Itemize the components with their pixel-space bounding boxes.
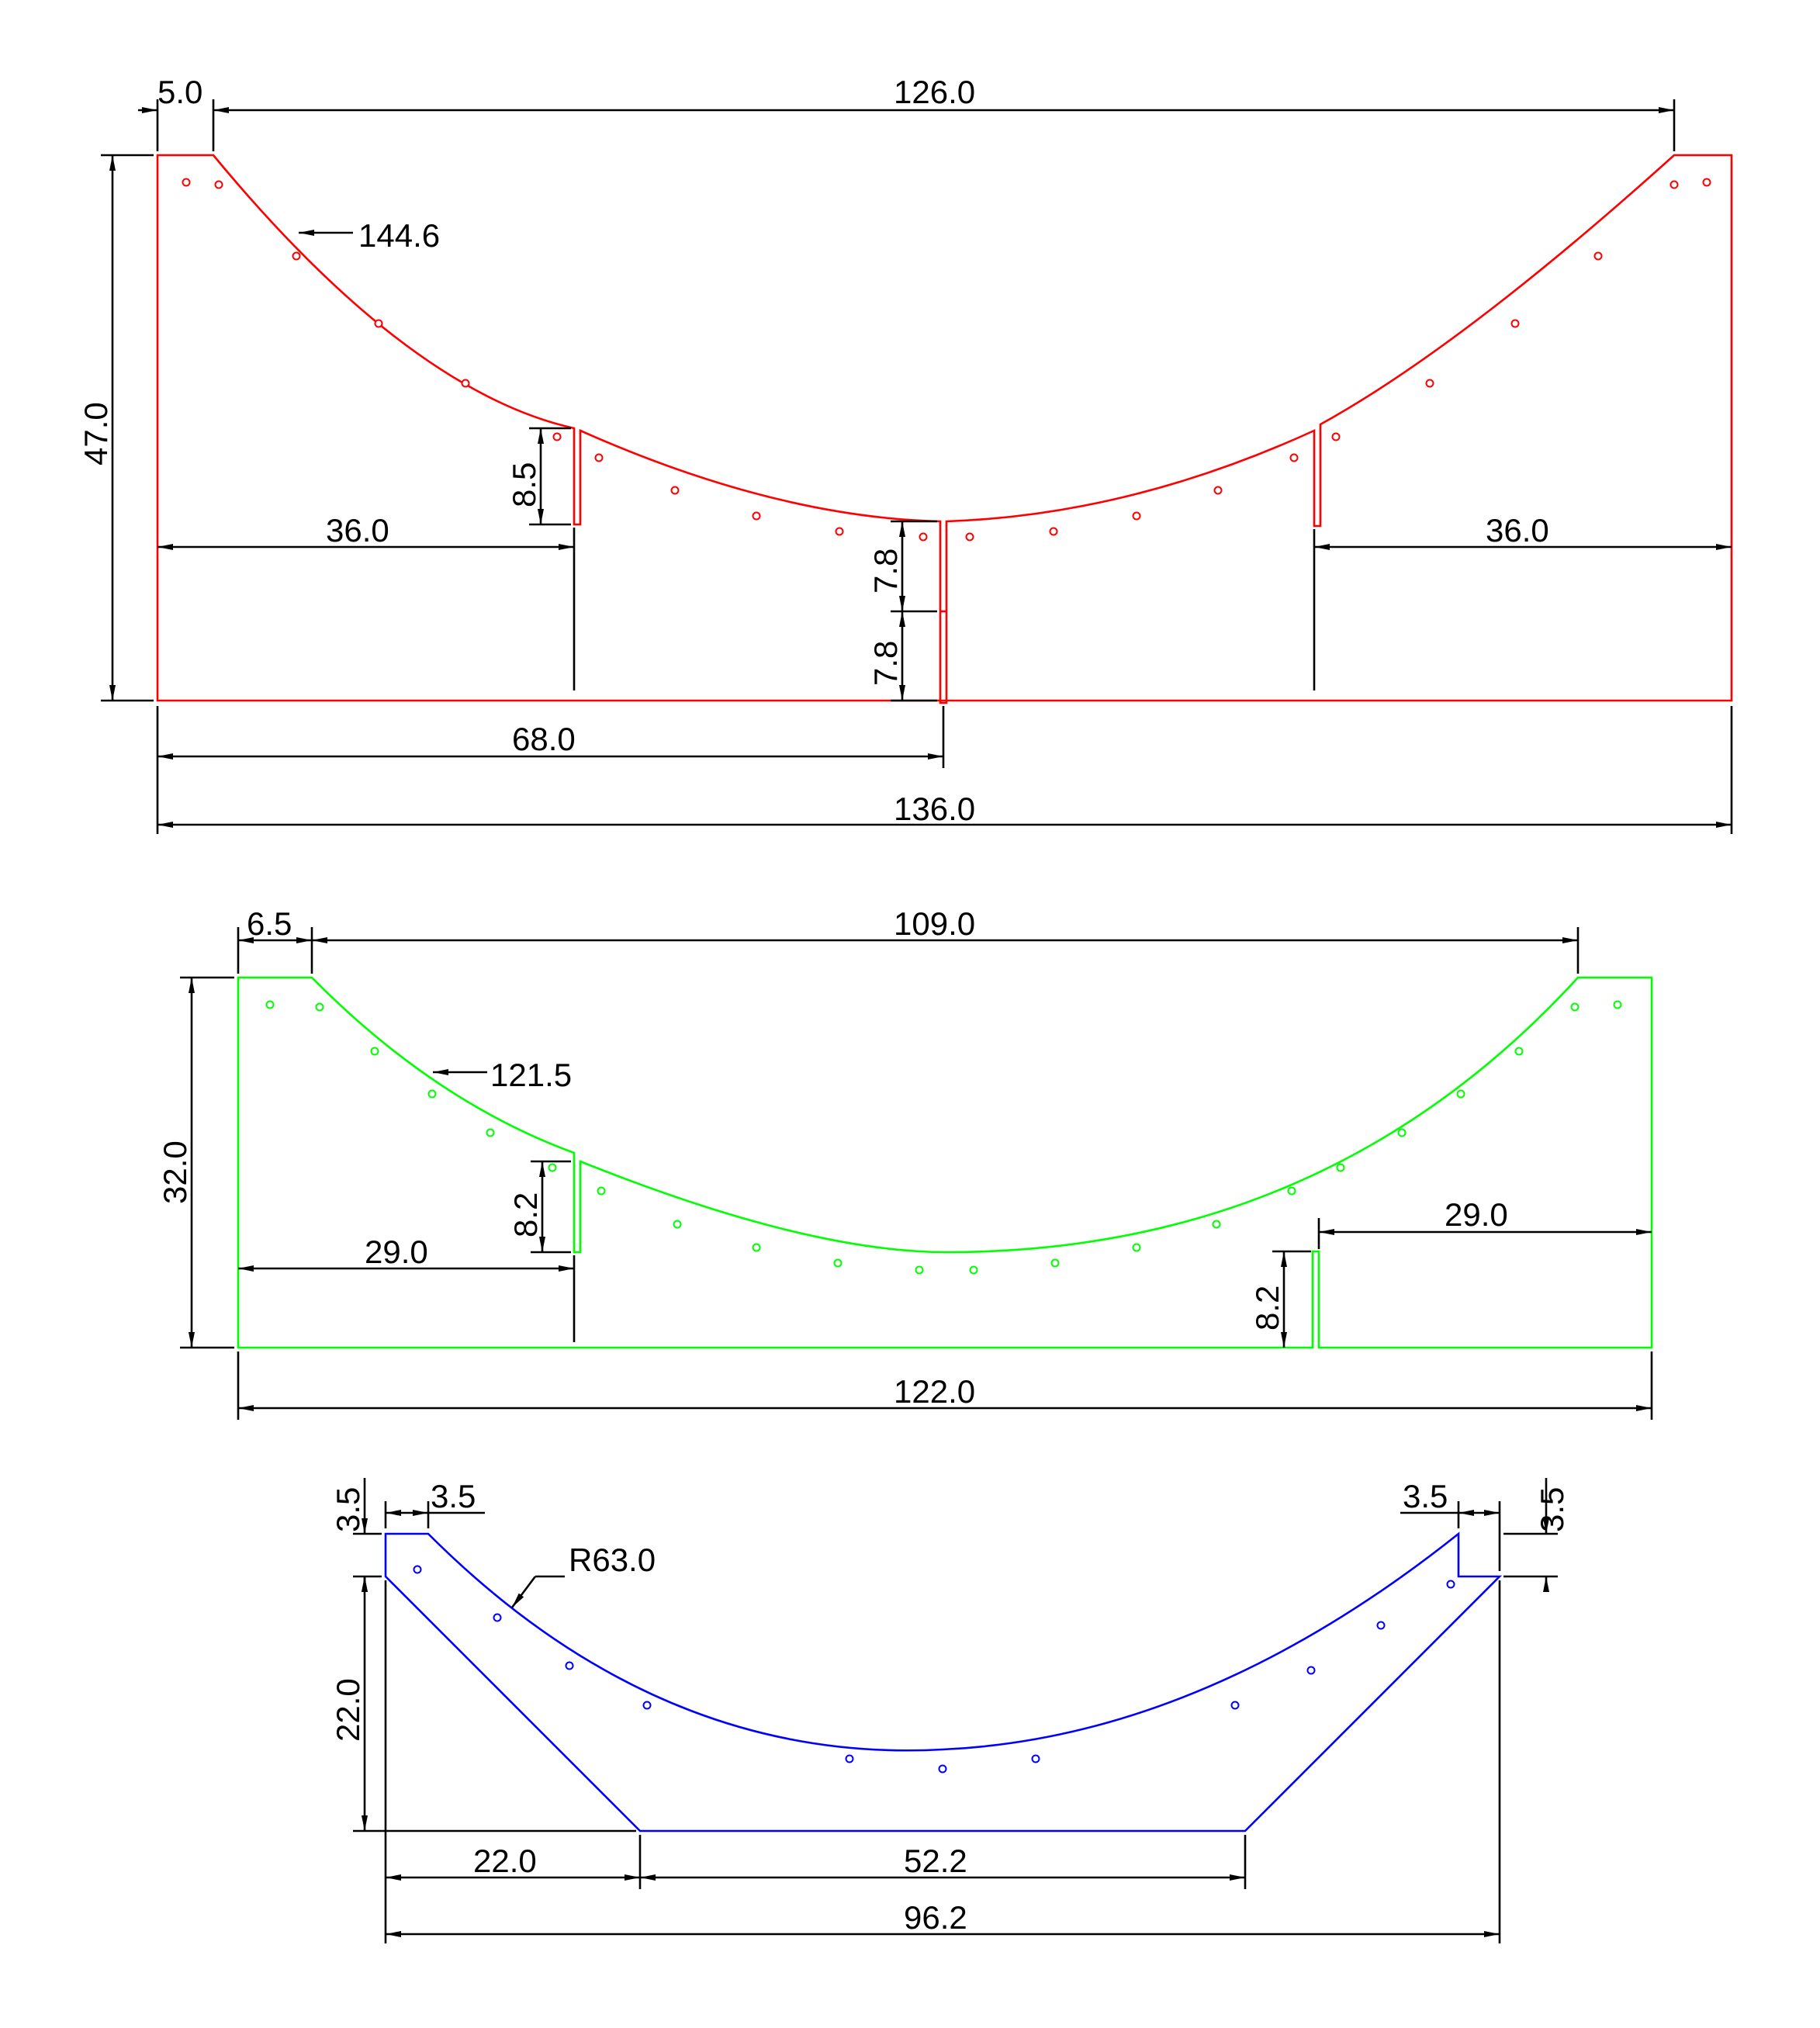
hole-icon [1514,1047,1524,1056]
dim-center-lower: 7.8 [867,641,904,686]
hole-icon [1289,453,1299,462]
dim-bottom-flat: 52.2 [904,1843,967,1879]
hole-icon [552,432,562,441]
dim-center-upper: 7.8 [867,549,904,594]
hole-icon [374,319,383,328]
hole-icon [1397,1128,1407,1137]
dim-slot-depth: 8.5 [506,462,542,507]
hole-icon [642,1701,652,1710]
hole-icon [1031,1754,1040,1763]
dim-height: 22.0 [330,1678,366,1742]
dim-height: 47.0 [78,402,114,465]
dim-arc-length: 144.6 [358,217,440,254]
hole-icon [1287,1186,1296,1196]
hole-icon [548,1163,557,1172]
hole-icon [965,532,974,542]
hole-icon [1213,486,1223,495]
hole-icon [673,1220,682,1229]
hole-icon [752,1243,761,1252]
dim-left-slot-offset: 29.0 [365,1234,428,1270]
hole-icon [835,527,844,536]
dim-right-step-h: 3.5 [1534,1487,1570,1532]
dim-left-step-h: 3.5 [330,1487,366,1532]
hole-icon [833,1258,843,1268]
hole-icon [1336,1163,1345,1172]
hole-icon [1456,1089,1465,1099]
hole-icon [1306,1666,1316,1675]
dim-slot-depth-top: 8.2 [507,1192,544,1237]
dim-total-width: 136.0 [894,791,975,827]
dim-top-left-flat: 6.5 [247,905,292,942]
hole-icon [969,1265,978,1275]
hole-icon [461,379,470,388]
hole-icon [1593,251,1603,261]
part3-dimensions: 3.5 3.5 3.5 3.5 R63.0 22.0 22.0 [330,1478,1570,1943]
hole-icon [1132,1243,1141,1252]
hole-icon [1212,1220,1221,1229]
hole-icon [594,453,604,462]
part2-holes [265,1000,1622,1275]
hole-icon [565,1661,574,1670]
dim-left-base: 22.0 [473,1843,537,1879]
hole-icon [1570,1002,1580,1012]
part1-dimensions: 5.0 126.0 144.6 47.0 8.5 36.0 36.0 7.8 7… [78,74,1733,834]
hole-icon [938,1764,947,1774]
hole-icon [265,1000,275,1009]
hole-icon [1702,178,1711,187]
hole-icon [670,486,680,495]
hole-icon [1446,1580,1455,1589]
dim-right-step-w: 3.5 [1403,1478,1448,1514]
hole-icon [915,1265,924,1275]
dim-arc-length: 121.5 [490,1057,572,1093]
part1-holes [182,178,1711,542]
hole-icon [1050,1258,1060,1268]
hole-icon [182,178,191,187]
dim-top-left-flat: 5.0 [157,74,202,110]
hole-icon [1049,527,1058,536]
hole-icon [1230,1701,1240,1710]
dim-top-span: 109.0 [894,905,975,942]
hole-icon [1613,1000,1622,1009]
hole-icon [1425,379,1434,388]
part3-holes [413,1565,1455,1774]
hole-icon [486,1128,495,1137]
dim-total-width: 122.0 [894,1373,975,1410]
dim-radius: R63.0 [569,1542,656,1578]
hole-icon [413,1565,422,1574]
dim-top-span: 126.0 [894,74,975,110]
dim-left-step-w: 3.5 [431,1478,476,1514]
part3-outline [384,1531,1503,1832]
dim-left-slot-offset: 36.0 [326,512,389,549]
hole-icon [427,1089,437,1099]
hole-icon [292,251,301,261]
hole-icon [1376,1621,1386,1630]
dim-right-slot-offset: 29.0 [1445,1196,1508,1233]
hole-icon [1331,432,1341,441]
hole-icon [1510,319,1520,328]
hole-icon [370,1047,379,1056]
hole-icon [919,532,928,542]
dim-height: 32.0 [157,1140,193,1204]
hole-icon [597,1186,606,1196]
hole-icon [1669,180,1679,189]
dim-slot-depth-bottom: 8.2 [1249,1286,1285,1331]
part1-outline [156,154,1733,704]
dim-half-width: 68.0 [512,721,576,757]
part2-outline [237,976,1653,1349]
hole-icon [1132,511,1141,521]
dim-right-slot-offset: 36.0 [1486,512,1549,549]
hole-icon [214,180,223,189]
hole-icon [752,511,761,521]
hole-icon [315,1002,324,1012]
part2-dimensions: 6.5 109.0 121.5 32.0 8.2 29.0 29.0 8.2 1… [157,905,1653,1420]
dim-total-width: 96.2 [904,1899,967,1936]
hole-icon [845,1754,854,1763]
hole-icon [493,1613,502,1622]
